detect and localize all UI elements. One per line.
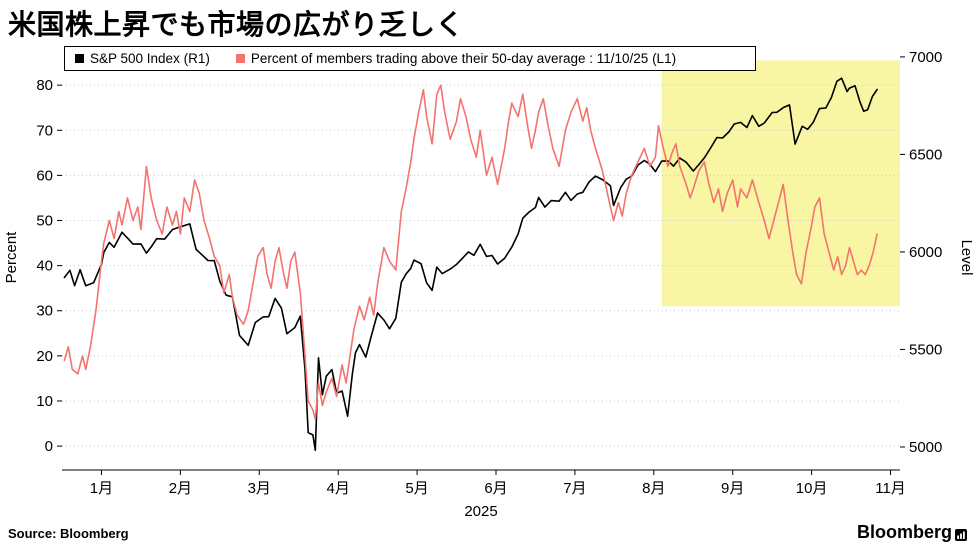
x-tick-label: 6月	[484, 480, 507, 497]
right-tick-label: 6000	[909, 244, 942, 261]
legend-label: S&P 500 Index (R1)	[90, 51, 210, 66]
x-tick-label: 8月	[642, 480, 665, 497]
source-label: Source: Bloomberg	[8, 526, 129, 541]
x-tick-label: 9月	[721, 480, 744, 497]
right-tick-label: 7000	[909, 49, 942, 66]
x-tick-label: 4月	[327, 480, 350, 497]
left-tick-label: 80	[36, 77, 53, 94]
left-tick-label: 0	[45, 438, 53, 455]
right-tick-label: 5500	[909, 341, 942, 358]
chart-title: 米国株上昇でも市場の広がり乏しく	[8, 9, 465, 40]
x-tick-label: 1月	[90, 480, 113, 497]
x-tick-label: 3月	[248, 480, 271, 497]
right-tick-label: 5000	[909, 439, 942, 456]
left-tick-label: 70	[36, 122, 53, 139]
right-tick-label: 6500	[909, 146, 942, 163]
legend-swatch-icon	[235, 54, 245, 63]
x-tick-label: 10月	[796, 480, 828, 497]
left-tick-label: 30	[36, 303, 53, 320]
breadth-line	[63, 84, 878, 420]
left-tick-label: 10	[36, 393, 53, 410]
legend-item-sp500: S&P 500 Index (R1)	[75, 51, 210, 66]
x-tick-label: 2月	[169, 480, 192, 497]
left-tick-label: 60	[36, 167, 53, 184]
x-tick-label: 7月	[563, 480, 586, 497]
left-tick-label: 40	[36, 258, 53, 275]
legend-item-breadth: Percent of members trading above their 5…	[235, 51, 677, 66]
left-axis-title: Percent	[3, 231, 20, 284]
bloomberg-wordmark: Bloomberg	[856, 522, 952, 542]
bloomberg-logo: Bloomberg	[857, 522, 967, 543]
left-tick-label: 20	[36, 348, 53, 365]
left-tick-label: 50	[36, 213, 53, 230]
x-tick-label: 5月	[405, 480, 428, 497]
legend-swatch-icon	[75, 54, 84, 63]
right-axis-title: Level	[958, 240, 975, 276]
legend-label: Percent of members trading above their 5…	[250, 51, 677, 66]
x-tick-label: 11月	[875, 480, 906, 497]
x-year-label: 2025	[464, 503, 497, 520]
bloomberg-bars-icon	[955, 529, 967, 541]
highlight-region	[661, 60, 900, 307]
chart-legend: S&P 500 Index (R1) Percent of members tra…	[64, 46, 756, 71]
sp500-line	[63, 77, 878, 452]
